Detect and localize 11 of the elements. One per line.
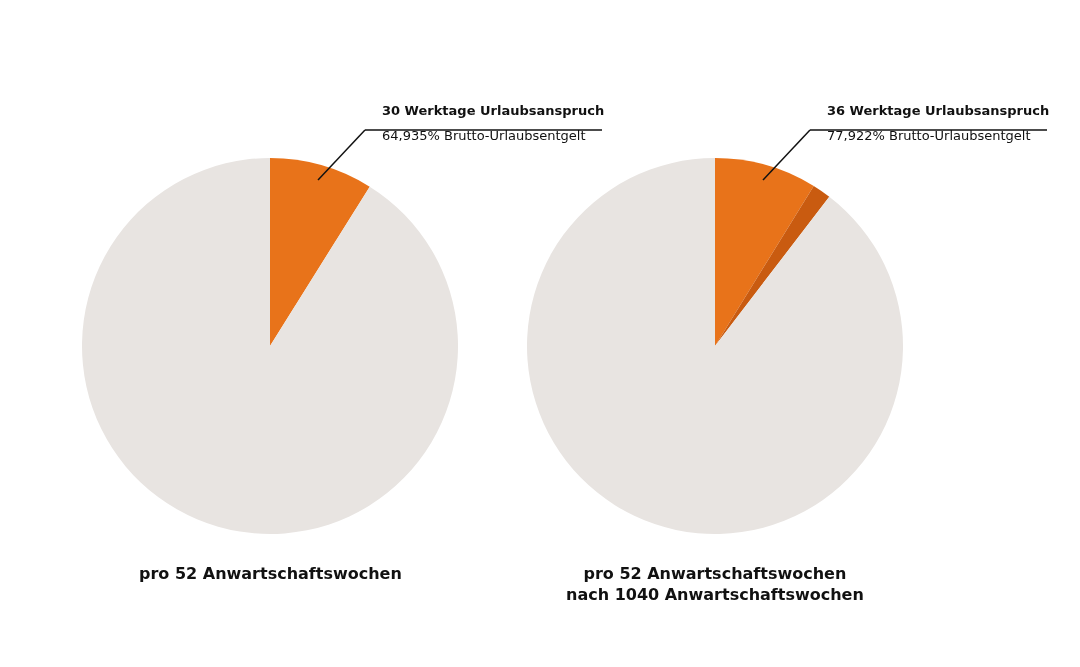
pie-slice [715,158,814,346]
pie-slice [82,158,458,534]
text: pro 52 Anwartschaftswochen [139,564,402,583]
pie-slice [715,186,830,346]
text: pro 52 Anwartschaftswochen nach 1040 Anwartschaftswochen [566,564,864,604]
text: 64,935% Brutto-Urlaubsentgelt [382,128,586,143]
pie-slice [527,158,903,534]
pie-slice [270,158,370,346]
text: 77,922% Brutto-Urlaubsentgelt [827,128,1031,143]
text: 30 Werktage Urlaubsanspruch [382,103,605,118]
text: 36 Werktage Urlaubsanspruch [827,103,1050,118]
